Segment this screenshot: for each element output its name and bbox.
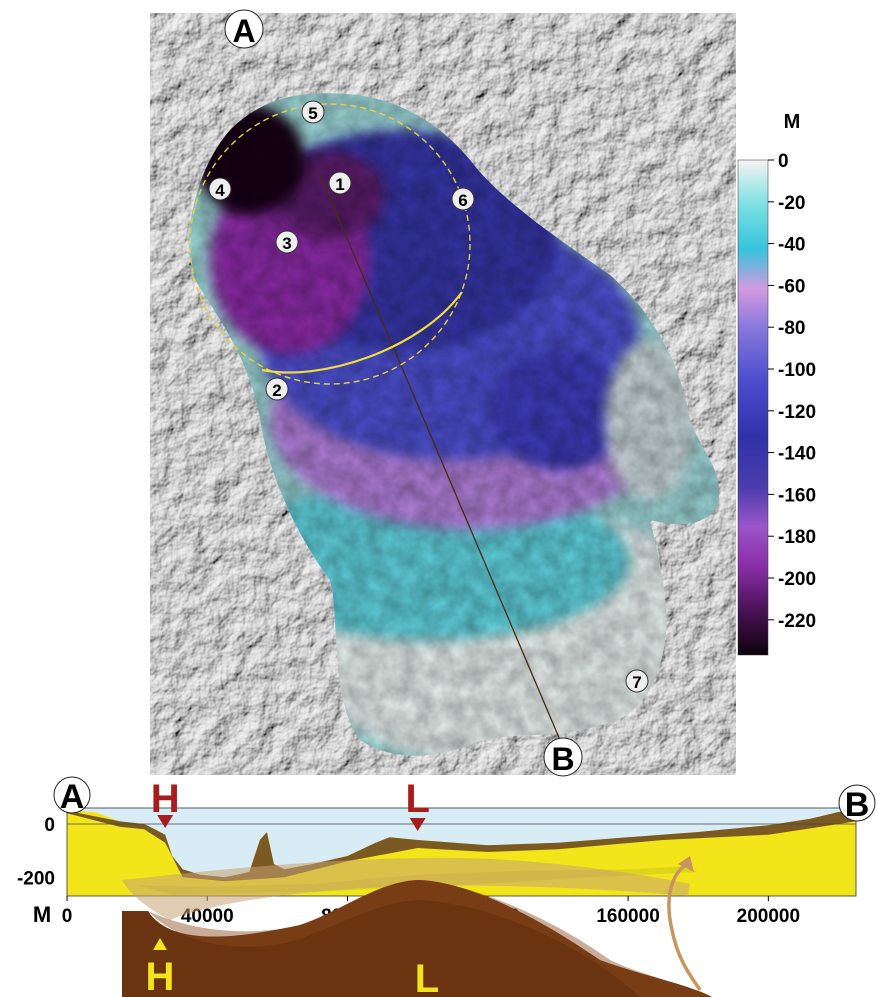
profile-endpoint-b: B	[839, 785, 875, 824]
site-marker-7: 7	[626, 670, 648, 692]
y-axis-unit: M	[33, 902, 51, 927]
site-marker-6: 6	[452, 188, 474, 210]
colorbar-tick-label: -80	[778, 318, 805, 339]
colorbar-tick-label: -20	[778, 193, 805, 214]
colorbar-ramp	[738, 160, 768, 655]
svg-text:1: 1	[335, 175, 344, 194]
profile-high-marker: H	[151, 777, 180, 828]
y-tick-label: -200	[17, 868, 55, 889]
colorbar-tick-label: -100	[778, 360, 816, 381]
site-marker-2: 2	[266, 378, 288, 400]
svg-text:5: 5	[308, 104, 317, 123]
map-endpoint-a: A	[225, 10, 263, 49]
colorbar-tick-label: 0	[778, 151, 789, 172]
colorbar-tick-label: -160	[778, 485, 816, 506]
map-endpoint-b: B	[544, 738, 582, 777]
svg-text:3: 3	[282, 234, 291, 253]
colorbar-tick-label: -220	[778, 611, 816, 632]
x-tick-label: 0	[62, 906, 73, 927]
svg-text:B: B	[845, 786, 870, 824]
svg-text:L: L	[405, 777, 429, 821]
depth-colorbar: M 0 -20 -40 -60 -80 -100 -120 -140 -160 -180 -200 -…	[738, 111, 816, 655]
colorbar-unit: M	[784, 111, 801, 133]
svg-text:4: 4	[215, 181, 225, 200]
svg-text:A: A	[60, 778, 85, 816]
colorbar-tick-label: -40	[778, 235, 805, 256]
colorbar-tick-label: -200	[778, 569, 816, 590]
x-tick-label: 200000	[737, 906, 800, 927]
colorbar-tick-label: -60	[778, 276, 805, 297]
colorbar-tick-label: -120	[778, 402, 816, 423]
svg-text:2: 2	[272, 381, 281, 400]
site-marker-1: 1	[329, 172, 351, 194]
svg-text:B: B	[551, 741, 574, 777]
site-marker-3: 3	[276, 231, 298, 253]
schematic-low-label: L	[415, 957, 439, 997]
svg-text:H: H	[151, 777, 180, 821]
colorbar-ticks: 0 -20 -40 -60 -80 -100 -120 -140 -160 -180 -200 -22…	[768, 151, 816, 632]
svg-text:A: A	[232, 13, 255, 49]
y-tick-label: 0	[44, 815, 55, 836]
site-marker-4: 4	[209, 178, 231, 200]
profile-y-axis: 0 -200 M	[17, 815, 55, 927]
x-tick-label: 160000	[596, 906, 659, 927]
colorbar-tick-label: -180	[778, 527, 816, 548]
colorbar-tick-label: -140	[778, 444, 816, 465]
schematic-high-label: H	[146, 955, 175, 997]
bathymetry-map: A B 1 2 3 4 5 6	[150, 10, 740, 777]
svg-text:7: 7	[632, 673, 641, 692]
site-marker-5: 5	[302, 101, 324, 123]
svg-text:6: 6	[458, 191, 467, 210]
